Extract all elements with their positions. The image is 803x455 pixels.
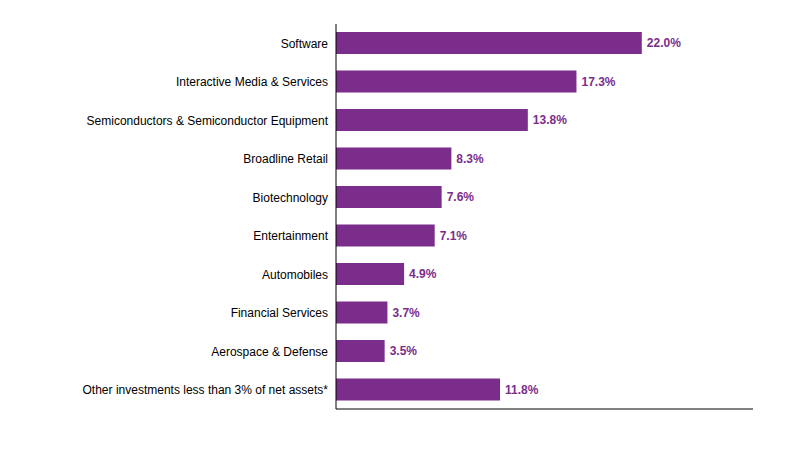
svg-text:17.3%: 17.3%: [581, 75, 615, 89]
svg-text:11.8%: 11.8%: [505, 383, 539, 397]
svg-text:4.9%: 4.9%: [409, 267, 437, 281]
svg-text:Entertainment: Entertainment: [253, 229, 328, 243]
svg-text:Broadline Retail: Broadline Retail: [243, 152, 328, 166]
svg-text:Software: Software: [281, 37, 329, 51]
svg-text:Other investments less than 3%: Other investments less than 3% of net as…: [83, 383, 329, 397]
svg-text:Aerospace & Defense: Aerospace & Defense: [211, 345, 328, 359]
svg-text:Automobiles: Automobiles: [262, 268, 328, 282]
svg-text:22.0%: 22.0%: [647, 36, 681, 50]
svg-text:3.7%: 3.7%: [392, 306, 420, 320]
svg-text:7.6%: 7.6%: [447, 190, 475, 204]
svg-text:7.1%: 7.1%: [440, 229, 468, 243]
svg-text:3.5%: 3.5%: [390, 344, 418, 358]
svg-text:Interactive Media & Services: Interactive Media & Services: [176, 75, 328, 89]
svg-text:8.3%: 8.3%: [456, 152, 484, 166]
svg-text:13.8%: 13.8%: [533, 113, 567, 127]
svg-text:Semiconductors & Semiconductor: Semiconductors & Semiconductor Equipment: [87, 114, 329, 128]
svg-text:Financial Services: Financial Services: [231, 306, 328, 320]
svg-text:Biotechnology: Biotechnology: [253, 191, 328, 205]
